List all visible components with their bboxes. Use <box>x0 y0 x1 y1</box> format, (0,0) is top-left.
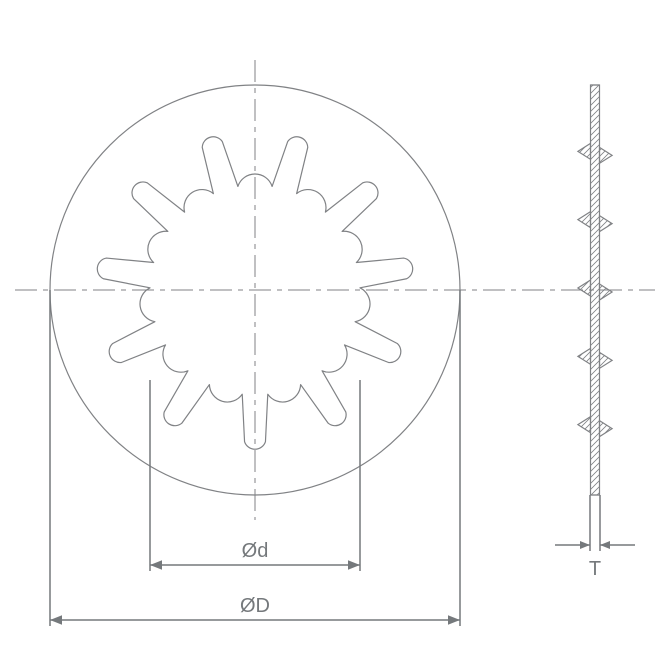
side-view-twist <box>578 143 591 159</box>
dimension-arrowhead <box>348 560 360 570</box>
side-view-twist <box>600 352 613 368</box>
dim-d-label: Ød <box>242 540 269 562</box>
side-view-twist <box>600 284 613 300</box>
dim-D-label: ØD <box>240 595 270 617</box>
side-view-body <box>591 85 600 495</box>
side-view-twist <box>600 216 613 232</box>
side-view-twist <box>578 348 591 364</box>
technical-drawing: Ød ØD T <box>0 0 670 670</box>
dimension-arrowhead <box>600 541 610 549</box>
dim-T-label: T <box>589 558 601 580</box>
side-view-twist <box>578 212 591 228</box>
side-view-twist <box>600 147 613 163</box>
dimension-arrowhead <box>150 560 162 570</box>
dimension-arrowhead <box>580 541 590 549</box>
dimension-arrowhead <box>448 615 460 625</box>
side-view-twist <box>578 417 591 433</box>
side-view-twist <box>600 421 613 437</box>
side-view-twist <box>578 280 591 296</box>
dimension-arrowhead <box>50 615 62 625</box>
